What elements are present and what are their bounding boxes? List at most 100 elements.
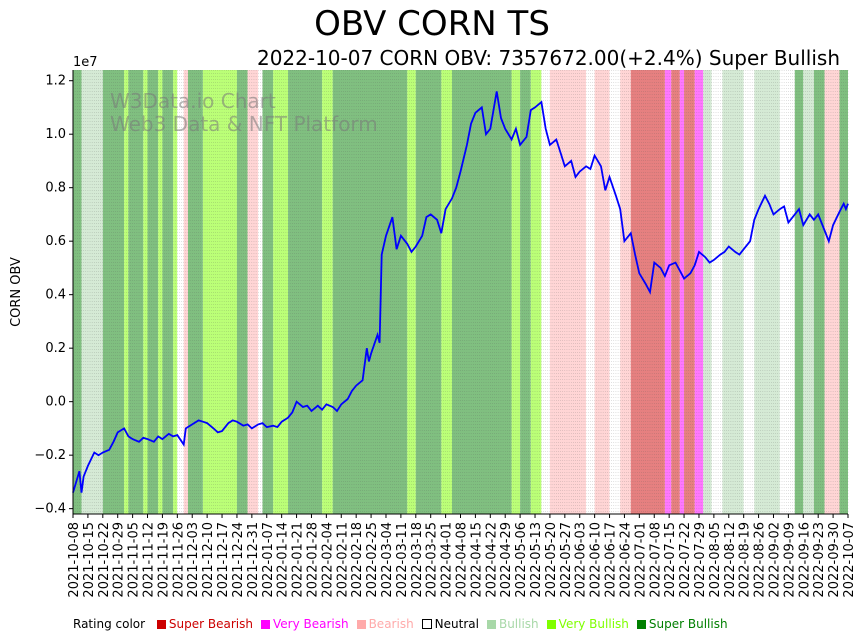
x-tick-label: 2022-03-25 <box>425 522 440 598</box>
rating-band <box>722 70 744 514</box>
rating-band <box>586 70 595 514</box>
rating-band <box>694 70 704 514</box>
rating-band <box>247 70 259 514</box>
rating-band <box>679 70 685 514</box>
rating-band <box>258 70 263 514</box>
rating-band <box>262 70 274 514</box>
x-tick-label: 2021-10-22 <box>97 522 112 598</box>
rating-band <box>549 70 587 514</box>
rating-band <box>813 70 825 514</box>
rating-band <box>147 70 159 514</box>
legend-item: Neutral <box>421 617 479 631</box>
x-tick-label: 2022-02-04 <box>320 522 335 598</box>
x-tick-label: 2022-09-16 <box>797 522 812 598</box>
rating-band <box>794 70 804 514</box>
rating-band <box>236 70 248 514</box>
legend-item-label: Very Bullish <box>558 617 629 631</box>
rating-band <box>273 70 289 514</box>
rating-band <box>541 70 550 514</box>
rating-band <box>594 70 610 514</box>
x-tick-label: 2022-02-18 <box>350 522 365 598</box>
x-tick-label: 2022-05-13 <box>529 522 544 598</box>
legend-item-label: Bullish <box>498 617 539 631</box>
x-tick-label: 2021-11-12 <box>142 522 157 598</box>
rating-band <box>711 70 723 514</box>
rating-band <box>415 70 442 514</box>
rating-legend: Rating color Super Bearish Very Bearish Be… <box>73 617 728 631</box>
legend-swatch <box>636 620 646 629</box>
rating-band <box>609 70 621 514</box>
y-tick-label: 1.2 <box>45 74 66 89</box>
y-tick-label: 0.0 <box>45 395 66 410</box>
x-tick-label: 2022-08-05 <box>708 522 723 598</box>
x-tick-label: 2021-12-17 <box>216 522 231 598</box>
x-tick-label: 2021-10-08 <box>67 522 82 598</box>
legend-label: Rating color <box>73 617 146 631</box>
rating-band <box>173 70 178 514</box>
legend-item: Super Bearish <box>156 617 253 631</box>
x-tick-label: 2022-01-28 <box>305 522 320 598</box>
x-tick-label: 2022-10-07 <box>842 522 857 598</box>
y-tick-label: −0.4 <box>34 502 66 517</box>
x-tick-label: 2021-10-29 <box>112 522 127 598</box>
x-tick-label: 2022-05-20 <box>544 522 559 598</box>
x-tick-label: 2022-07-29 <box>693 522 708 598</box>
x-tick-label: 2022-04-01 <box>440 522 455 598</box>
rating-band <box>671 70 680 514</box>
x-tick-label: 2022-03-18 <box>410 522 425 598</box>
rating-band <box>530 70 542 514</box>
x-tick-label: 2021-12-10 <box>201 522 216 598</box>
rating-band <box>684 70 695 514</box>
legend-swatch <box>356 620 366 629</box>
legend-item-label: Very Bearish <box>272 617 349 631</box>
watermark-text: W3Data.io Chart <box>110 89 276 113</box>
rating-band <box>703 70 712 514</box>
legend-item-label: Super Bearish <box>168 617 253 631</box>
x-tick-label: 2022-08-19 <box>738 522 753 598</box>
legend-item-label: Super Bullish <box>648 617 728 631</box>
x-tick-label: 2022-06-24 <box>618 522 633 598</box>
x-tick-label: 2022-05-06 <box>514 522 529 598</box>
rating-band <box>81 70 103 514</box>
x-tick-label: 2022-07-01 <box>633 522 648 598</box>
x-tick-label: 2022-04-29 <box>499 522 514 598</box>
x-tick-label: 2021-12-24 <box>231 522 246 598</box>
rating-band <box>451 70 512 514</box>
rating-band <box>288 70 323 514</box>
rating-band <box>803 70 814 514</box>
rating-band <box>143 70 148 514</box>
y-multiplier-label: 1e7 <box>73 55 98 70</box>
x-tick-label: 2022-03-11 <box>395 522 410 598</box>
x-tick-label: 2022-08-26 <box>753 522 768 598</box>
rating-band <box>441 70 452 514</box>
rating-band <box>332 70 408 514</box>
legend-item: Super Bullish <box>636 617 728 631</box>
x-tick-label: 2021-11-05 <box>127 522 142 598</box>
x-tick-label: 2021-12-03 <box>186 522 201 598</box>
legend-swatch <box>156 620 166 629</box>
watermark-text: Web3 Data & NFT Platform <box>110 112 378 136</box>
y-tick-label: 0.2 <box>45 341 66 356</box>
x-tick-label: 2022-07-08 <box>648 522 663 598</box>
rating-band <box>779 70 795 514</box>
x-tick-label: 2022-09-23 <box>812 522 827 598</box>
rating-band <box>202 70 237 514</box>
rating-band <box>102 70 125 514</box>
x-tick-label: 2021-11-19 <box>156 522 171 598</box>
legend-swatch <box>260 620 270 629</box>
x-tick-label: 2022-04-08 <box>455 522 470 598</box>
x-tick-label: 2022-02-11 <box>335 522 350 598</box>
y-axis-label: CORN OBV <box>9 257 24 327</box>
rating-band <box>743 70 755 514</box>
rating-band <box>824 70 840 514</box>
x-tick-label: 2022-06-10 <box>589 522 604 598</box>
x-tick-label: 2022-03-04 <box>380 522 395 598</box>
x-tick-label: 2022-08-12 <box>723 522 738 598</box>
x-tick-label: 2022-04-22 <box>484 522 499 598</box>
x-tick-label: 2022-06-03 <box>574 522 589 598</box>
obv-line <box>72 91 849 493</box>
x-tick-label: 2022-06-17 <box>604 522 619 598</box>
legend-item: Very Bearish <box>260 617 349 631</box>
